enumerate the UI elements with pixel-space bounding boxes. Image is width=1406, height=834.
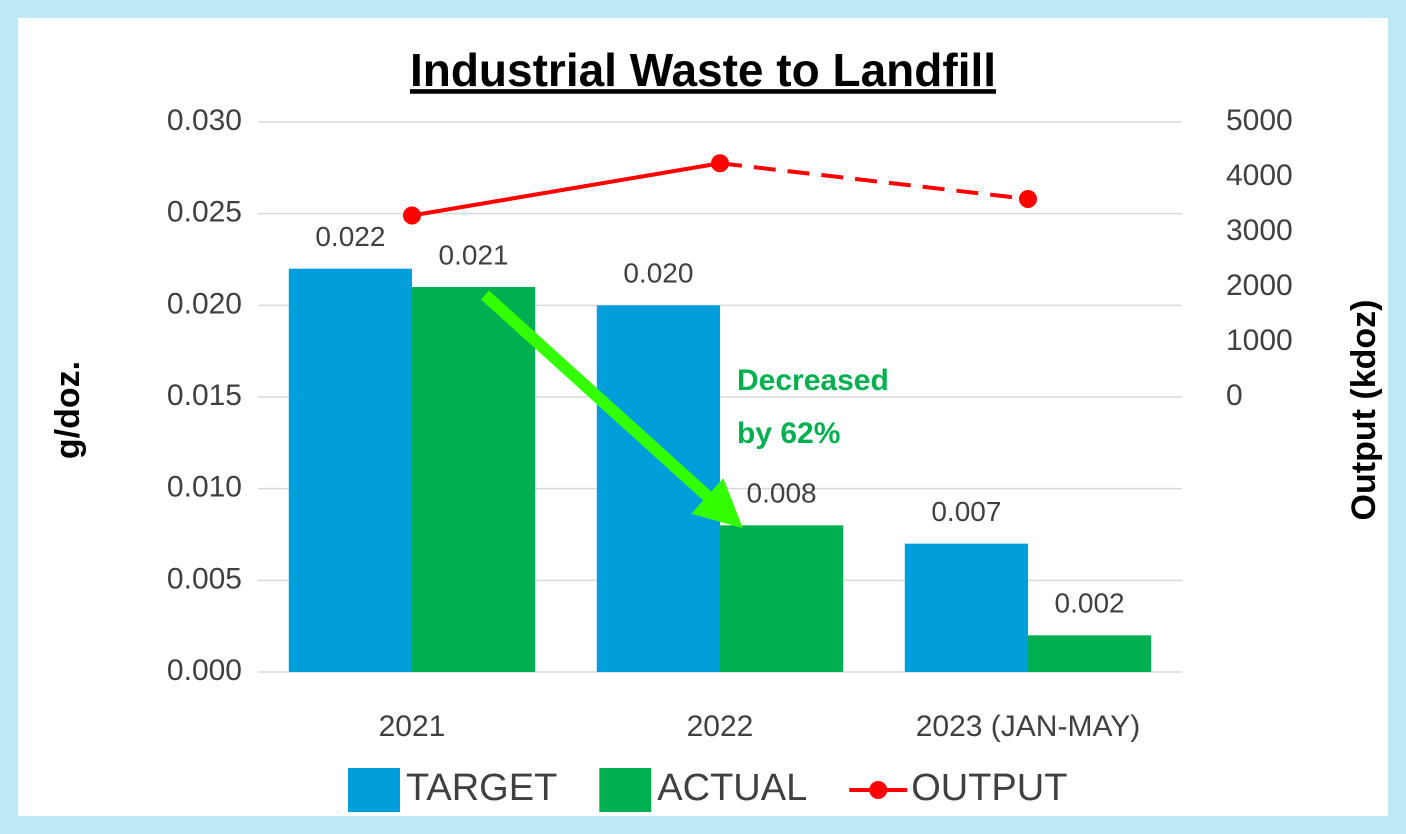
legend-swatch: [869, 781, 888, 799]
value-label: 0.021: [439, 239, 509, 270]
point: [711, 154, 729, 173]
y2-tick-label: 4000: [1226, 159, 1293, 192]
bar: [904, 543, 1028, 672]
point: [1019, 190, 1037, 208]
legend-label: ACTUAL: [657, 767, 807, 809]
y-tick-label: 0.005: [167, 562, 242, 595]
y-axis-label: g/doz.: [49, 361, 87, 459]
value-label: 0.007: [931, 496, 1001, 527]
x-tick-label: 2023 (JAN-MAY): [916, 710, 1141, 743]
y-tick-label: 0.020: [167, 287, 242, 320]
value-label: 0.002: [1055, 588, 1125, 619]
annotation: Decreased: [737, 364, 889, 397]
point: [403, 206, 421, 225]
bar: [720, 525, 844, 672]
legend-label: TARGET: [406, 767, 557, 809]
bar: [1028, 635, 1152, 672]
y2-tick-label: 1000: [1226, 324, 1293, 357]
annotation: by 62%: [737, 417, 840, 450]
y-tick-label: 0.010: [167, 471, 242, 504]
bar: [288, 268, 412, 672]
value-label: 0.008: [747, 478, 817, 509]
x-tick-label: 2022: [687, 710, 754, 743]
legend-swatch: [599, 768, 652, 812]
line: [411, 161, 721, 218]
y-tick-label: 0.030: [167, 104, 242, 137]
legend-swatch: [348, 768, 400, 812]
arrow: [480, 290, 743, 529]
legend-label: OUTPUT: [911, 767, 1067, 809]
y2-axis-label: Output (kdoz): [1345, 300, 1383, 521]
y-tick-label: 0.025: [167, 196, 242, 229]
y2-tick-label: 2000: [1226, 269, 1293, 302]
chart-title: Industrial Waste to Landfill: [410, 44, 996, 96]
y-tick-label: 0.015: [167, 379, 242, 412]
y2-tick-label: 5000: [1226, 104, 1293, 137]
bar: [412, 287, 536, 672]
line-dashed: [719, 161, 1029, 201]
y-tick-label: 0.000: [167, 654, 242, 687]
value-label: 0.020: [623, 258, 693, 289]
y2-tick-label: 0: [1226, 379, 1243, 412]
value-label: 0.022: [315, 221, 385, 252]
y2-tick-label: 3000: [1226, 214, 1293, 247]
x-tick-label: 2021: [379, 710, 446, 743]
